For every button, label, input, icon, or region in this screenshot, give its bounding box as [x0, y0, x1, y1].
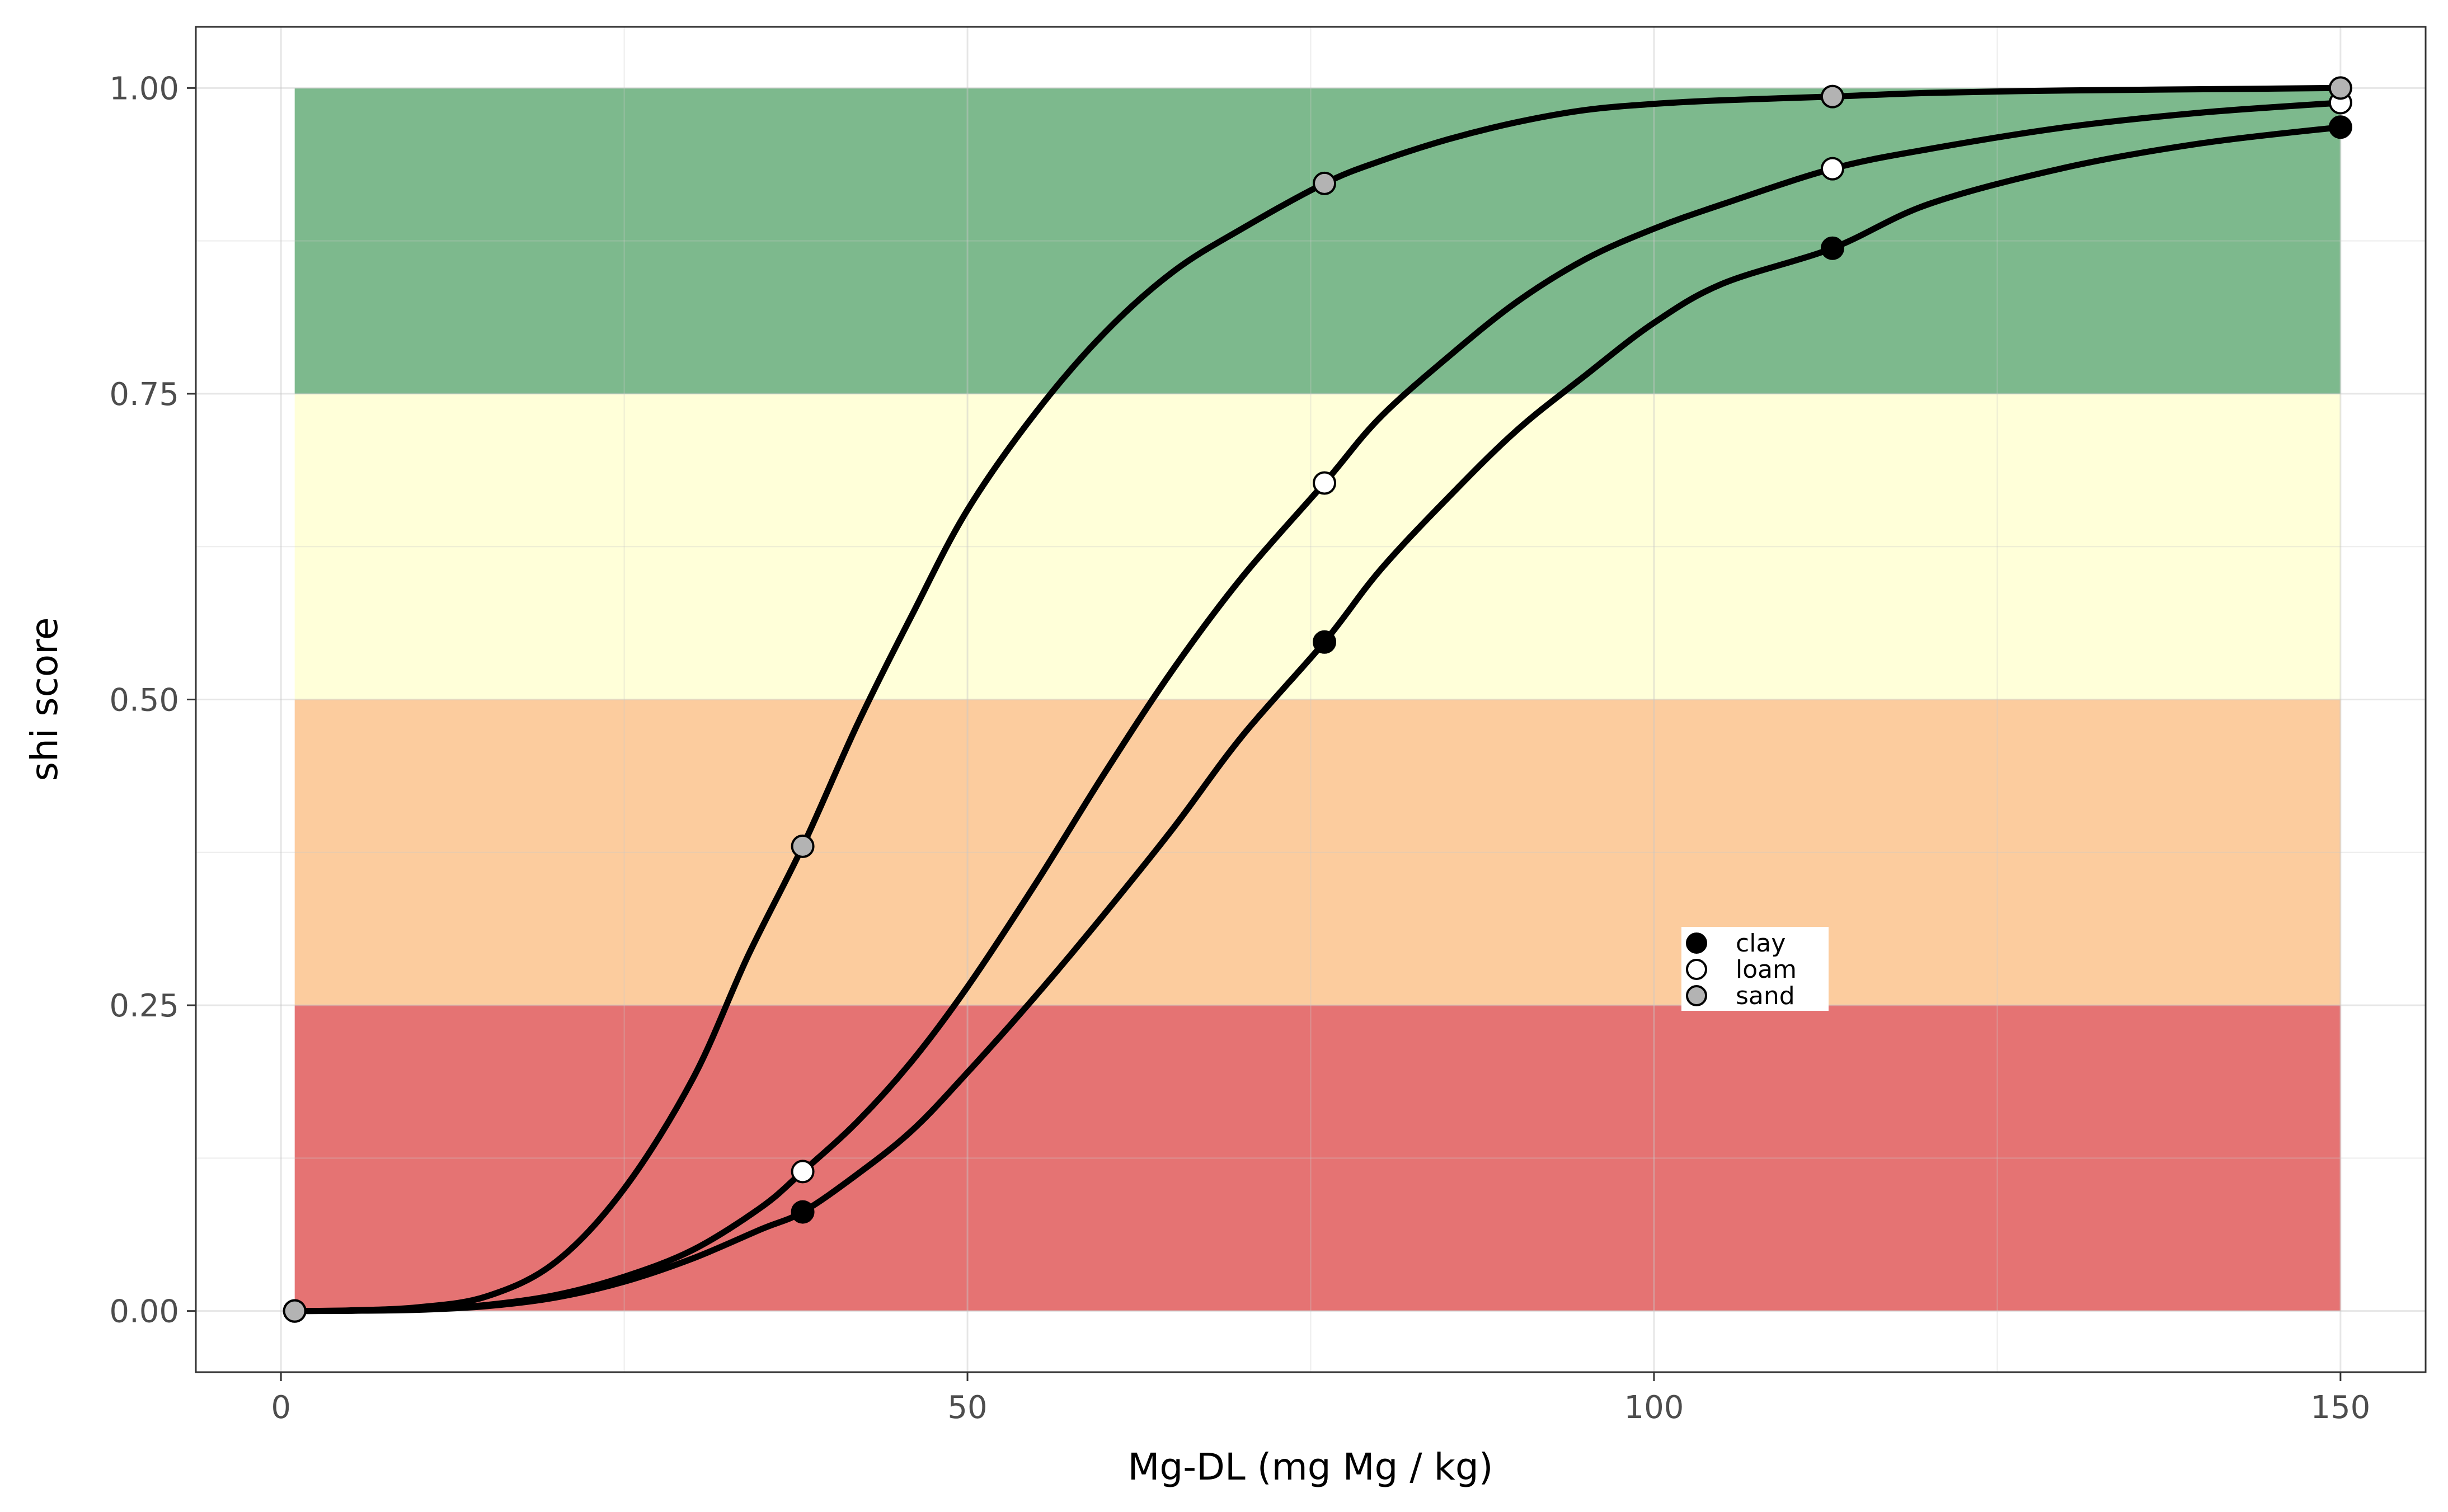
x-tick-label-3: 150	[2310, 1389, 2370, 1426]
x-tick-label-0: 0	[271, 1389, 291, 1426]
x-tick-label-1: 50	[947, 1389, 987, 1426]
legend-label-sand: sand	[1736, 982, 1795, 1010]
series-point-loam-3	[1820, 157, 1844, 181]
series-point-sand-2	[1313, 171, 1337, 195]
series-point-loam-2	[1313, 471, 1337, 495]
series-point-clay-4	[2328, 115, 2352, 139]
score-band-0	[294, 1005, 2341, 1311]
legend-key-loam	[1686, 959, 1707, 980]
series-points	[283, 76, 2352, 1323]
score-bands	[294, 88, 2341, 1311]
series-point-sand-3	[1820, 84, 1844, 109]
y-tick-label-4: 1.00	[109, 70, 179, 107]
legend-label-loam: loam	[1736, 955, 1797, 984]
y-tick-label-3: 0.75	[109, 376, 179, 413]
series-point-clay-3	[1820, 236, 1844, 260]
legend-label-clay: clay	[1736, 929, 1786, 958]
series-point-loam-1	[791, 1160, 815, 1184]
y-axis-title: shi score	[23, 618, 66, 781]
legend-key-clay	[1686, 932, 1707, 954]
legend-key-sand	[1686, 985, 1707, 1006]
series-point-sand-1	[791, 834, 815, 858]
x-axis: 0 50 100 150	[271, 1372, 2370, 1426]
score-band-1	[294, 699, 2341, 1006]
x-tick-label-2: 100	[1624, 1389, 1684, 1426]
series-point-clay-2	[1313, 630, 1337, 654]
x-axis-title: Mg-DL (mg Mg / kg)	[1127, 1445, 1493, 1489]
grid-lines	[196, 27, 2426, 1372]
y-axis: 0.00 0.25 0.50 0.75 1.00	[109, 70, 196, 1330]
y-tick-label-1: 0.25	[109, 988, 179, 1024]
y-tick-label-2: 0.50	[109, 682, 179, 719]
y-tick-label-0: 0.00	[109, 1294, 179, 1330]
series-point-sand-0	[283, 1299, 307, 1323]
series-point-clay-1	[791, 1200, 815, 1224]
series-point-sand-4	[2328, 76, 2352, 100]
